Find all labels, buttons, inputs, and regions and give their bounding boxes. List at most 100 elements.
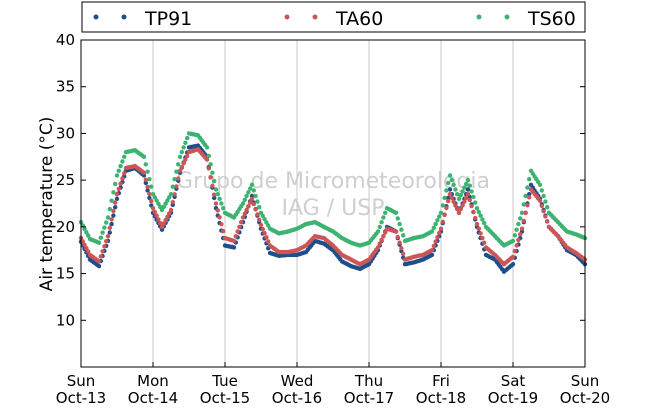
- data-point-interp: [545, 205, 550, 210]
- series-ta60: [78, 147, 588, 267]
- data-point-interp: [480, 217, 485, 222]
- data-point-interp: [512, 248, 517, 254]
- data-point-interp: [514, 243, 519, 248]
- data-point: [429, 229, 435, 234]
- data-point-interp: [143, 162, 148, 167]
- data-point-interp: [176, 176, 181, 181]
- data-point-interp: [433, 239, 438, 244]
- data-point-interp: [120, 176, 125, 181]
- data-point-interp: [158, 220, 163, 226]
- data-point-interp: [149, 198, 154, 204]
- data-point-interp: [172, 177, 177, 182]
- data-point-interp: [179, 164, 184, 170]
- data-point-interp: [82, 226, 87, 232]
- legend-label: TA60: [335, 8, 383, 30]
- data-point-interp: [482, 240, 487, 245]
- data-point-interp: [527, 177, 532, 182]
- data-point-interp: [478, 231, 483, 236]
- data-point-interp: [147, 177, 152, 182]
- data-point-interp: [118, 181, 123, 186]
- series-ts60: [78, 131, 588, 248]
- data-point-interp: [185, 153, 190, 159]
- data-point-interp: [248, 186, 253, 191]
- data-point-interp: [399, 227, 404, 232]
- data-point-interp: [248, 200, 253, 205]
- x-tick-label-day: Thu: [354, 372, 383, 390]
- data-point: [96, 259, 102, 264]
- data-point: [429, 252, 435, 258]
- x-tick-label-day: Fri: [432, 372, 450, 390]
- data-point-interp: [451, 199, 456, 204]
- data-point-interp: [122, 154, 127, 159]
- data-point: [474, 221, 480, 227]
- data-point-interp: [206, 166, 211, 171]
- data-point-interp: [113, 205, 118, 210]
- x-tick-label-date: Oct-15: [200, 389, 250, 407]
- data-point: [438, 210, 444, 215]
- data-point-interp: [381, 215, 386, 220]
- data-point: [447, 192, 453, 197]
- data-point-interp: [539, 188, 544, 193]
- data-point-interp: [453, 203, 458, 208]
- data-point-interp: [235, 229, 240, 234]
- data-point-interp: [183, 157, 188, 162]
- data-point-interp: [458, 192, 463, 198]
- data-point: [465, 192, 471, 197]
- data-point-interp: [179, 149, 184, 155]
- data-point-interp: [156, 201, 161, 206]
- data-point-interp: [381, 234, 386, 239]
- data-point-interp: [431, 225, 436, 230]
- x-tick-label-day: Tue: [211, 372, 238, 390]
- data-point-interp: [442, 195, 447, 201]
- legend-marker: [284, 14, 290, 20]
- data-point-interp: [266, 239, 271, 244]
- data-point-interp: [185, 135, 190, 141]
- data-point-interp: [462, 199, 467, 204]
- data-point-interp: [163, 201, 168, 206]
- data-point-interp: [525, 203, 530, 208]
- data-point-interp: [107, 230, 113, 235]
- data-point-interp: [237, 224, 242, 230]
- data-point: [150, 206, 156, 211]
- data-point-interp: [111, 190, 116, 195]
- data-point-interp: [102, 244, 107, 249]
- data-point-interp: [527, 195, 532, 200]
- legend-label: TS60: [527, 8, 576, 30]
- data-point: [168, 207, 174, 213]
- data-point-interp: [161, 204, 166, 210]
- data-point-interp: [113, 181, 118, 187]
- data-point-interp: [244, 207, 249, 213]
- y-axis: 10 15 20 25 30 35 40: [56, 31, 585, 329]
- data-point: [465, 177, 471, 183]
- data-point-interp: [253, 193, 258, 199]
- data-point: [213, 187, 219, 192]
- data-point: [204, 145, 210, 150]
- data-point-interp: [170, 184, 175, 189]
- data-point-interp: [431, 243, 436, 249]
- data-point-interp: [109, 198, 114, 203]
- data-point: [105, 234, 111, 239]
- data-point: [465, 187, 471, 192]
- x-tick-label-date: Oct-18: [416, 389, 466, 407]
- data-point-interp: [208, 162, 213, 167]
- data-point-interp: [399, 246, 404, 251]
- data-point: [537, 198, 543, 203]
- y-tick-label: 25: [56, 171, 75, 189]
- data-point-interp: [221, 229, 226, 234]
- data-point-interp: [212, 192, 217, 197]
- data-point: [519, 226, 525, 231]
- data-point-interp: [143, 177, 148, 182]
- data-point-interp: [395, 234, 400, 240]
- data-point: [105, 215, 111, 220]
- data-point-interp: [104, 220, 109, 225]
- data-point-interp: [154, 213, 159, 218]
- data-point-interp: [113, 200, 118, 205]
- data-point-interp: [379, 237, 384, 243]
- x-tick-label-day: Sun: [571, 372, 600, 390]
- data-point-interp: [120, 159, 125, 164]
- data-point-interp: [100, 230, 105, 235]
- data-points: [78, 131, 588, 274]
- data-point: [456, 196, 462, 201]
- data-point-interp: [181, 145, 186, 150]
- data-point-interp: [161, 221, 166, 226]
